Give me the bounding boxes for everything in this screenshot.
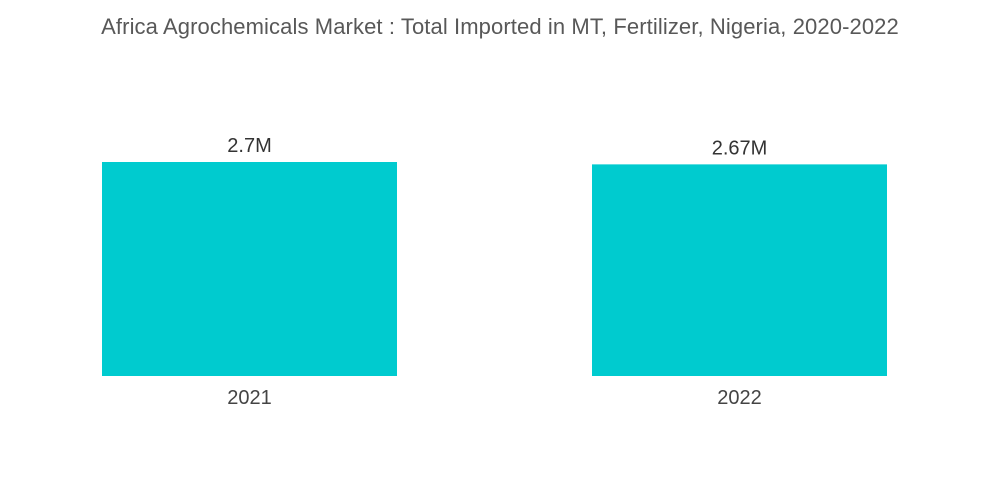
chart-title: Africa Agrochemicals Market : Total Impo… (101, 14, 899, 39)
bar-2021 (102, 162, 397, 376)
x-tick-label-2022: 2022 (717, 387, 762, 409)
x-tick-label-2021: 2021 (227, 387, 272, 409)
bar-2022 (592, 164, 887, 376)
data-label-2021: 2.7M (227, 135, 271, 157)
data-label-2022: 2.67M (712, 137, 768, 159)
